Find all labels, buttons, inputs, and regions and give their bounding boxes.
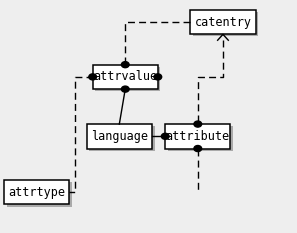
FancyBboxPatch shape: [165, 124, 230, 149]
FancyBboxPatch shape: [4, 180, 69, 205]
Circle shape: [154, 74, 162, 80]
FancyBboxPatch shape: [190, 10, 255, 34]
Text: attrvalue: attrvalue: [93, 70, 157, 83]
FancyBboxPatch shape: [89, 126, 154, 151]
FancyBboxPatch shape: [168, 126, 233, 151]
FancyBboxPatch shape: [87, 124, 152, 149]
Circle shape: [121, 86, 129, 92]
Text: attrtype: attrtype: [8, 186, 65, 199]
Circle shape: [194, 145, 202, 152]
Circle shape: [161, 133, 169, 139]
FancyBboxPatch shape: [193, 12, 258, 36]
Text: language: language: [91, 130, 148, 143]
FancyBboxPatch shape: [93, 65, 158, 89]
FancyBboxPatch shape: [95, 67, 160, 91]
Text: catentry: catentry: [195, 16, 252, 29]
Circle shape: [89, 74, 97, 80]
FancyBboxPatch shape: [7, 182, 72, 207]
Text: attribute: attribute: [166, 130, 230, 143]
Circle shape: [121, 62, 129, 68]
Circle shape: [194, 121, 202, 127]
